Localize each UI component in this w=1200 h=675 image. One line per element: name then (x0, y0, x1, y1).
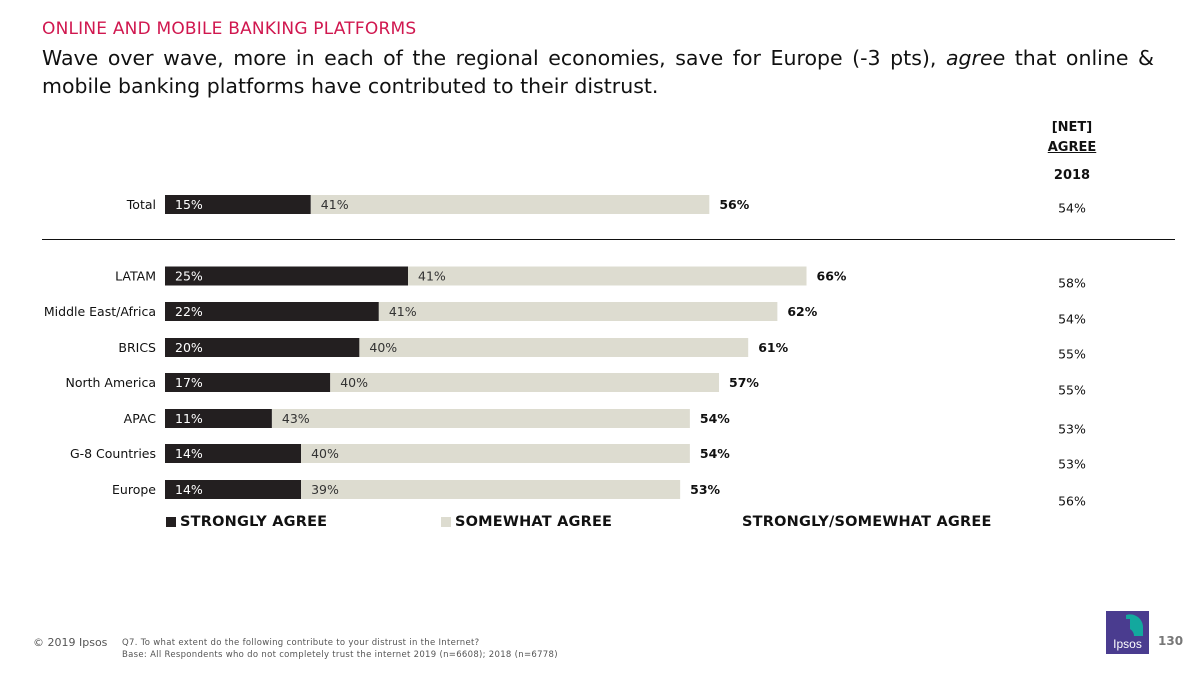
label-strongly-total: 15% (175, 197, 203, 212)
label-total-north-america: 57% (729, 375, 759, 390)
footnote-base: Base: All Respondents who do not complet… (122, 650, 558, 660)
label-somewhat-north-america: 40% (340, 375, 368, 390)
category-label-latam: LATAM (115, 269, 156, 284)
category-label-north-america: North America (66, 375, 157, 390)
net-2018-europe: 56% (1058, 494, 1086, 509)
category-label-europe: Europe (112, 482, 156, 497)
label-somewhat-latam: 41% (418, 269, 446, 284)
net-2018-north-america: 55% (1058, 383, 1086, 398)
headline-text-1: Wave over wave, more in each of the regi… (42, 46, 946, 70)
page-number: 130 (1158, 634, 1184, 648)
copyright: © 2019 Ipsos (33, 636, 108, 649)
label-total-brics: 61% (758, 340, 788, 355)
footnote-question: Q7. To what extent do the following cont… (122, 638, 480, 648)
net-2018-latam: 58% (1058, 276, 1086, 291)
label-strongly-g-8-countries: 14% (175, 446, 203, 461)
headline-emphasis: agree (945, 46, 1006, 70)
category-label-g-8-countries: G-8 Countries (70, 446, 156, 461)
bar-strongly-total (165, 195, 311, 214)
legend-strongly-agree: STRONGLY AGREE (166, 514, 327, 530)
bar-strongly-middle-east-africa (165, 302, 379, 321)
legend-label-strongly: STRONGLY AGREE (180, 514, 328, 530)
label-strongly-latam: 25% (175, 269, 203, 284)
slide-headline: Wave over wave, more in each of the regi… (42, 44, 1154, 100)
category-label-brics: BRICS (118, 340, 156, 355)
legend-label-total: STRONGLY/SOMEWHAT AGREE (742, 514, 992, 530)
bar-strongly-europe (165, 480, 302, 499)
slide-kicker: ONLINE AND MOBILE BANKING PLATFORMS (42, 19, 417, 39)
category-label-middle-east-africa: Middle East/Africa (44, 304, 156, 319)
bar-somewhat-total (310, 195, 710, 214)
legend-total-agree: STRONGLY/SOMEWHAT AGREE (742, 514, 992, 530)
legend-swatch-somewhat (441, 517, 451, 527)
label-strongly-north-america: 17% (175, 375, 203, 390)
label-somewhat-total: 41% (321, 197, 349, 212)
label-somewhat-g-8-countries: 40% (311, 446, 339, 461)
label-strongly-europe: 14% (175, 482, 203, 497)
category-label-total: Total (126, 197, 156, 212)
net-2018-g-8-countries: 53% (1058, 457, 1086, 472)
label-strongly-apac: 11% (175, 411, 203, 426)
label-total-latam: 66% (817, 269, 847, 284)
bar-somewhat-latam (408, 266, 807, 286)
legend-somewhat-agree: SOMEWHAT AGREE (441, 514, 612, 530)
net-header-year: 2018 (1053, 168, 1091, 183)
legend-label-somewhat: SOMEWHAT AGREE (455, 514, 613, 530)
net-2018-middle-east-africa: 54% (1058, 312, 1086, 327)
net-2018-apac: 53% (1058, 422, 1086, 437)
bar-strongly-north-america (165, 373, 331, 392)
logo-text: Ipsos (1113, 637, 1142, 651)
bar-somewhat-brics (359, 338, 749, 357)
net-2018-brics: 55% (1058, 347, 1086, 362)
bar-somewhat-apac (271, 409, 690, 428)
label-total-europe: 53% (690, 482, 720, 497)
label-total-total: 56% (719, 197, 749, 212)
label-total-middle-east-africa: 62% (787, 304, 817, 319)
bar-strongly-brics (165, 338, 360, 357)
label-somewhat-brics: 40% (369, 340, 397, 355)
ipsos-logo: Ipsos (1106, 611, 1149, 654)
legend-swatch-strongly (166, 517, 176, 527)
net-header-line1: [NET] (1051, 120, 1093, 135)
category-label-apac: APAC (124, 411, 157, 426)
label-somewhat-middle-east-africa: 41% (389, 304, 417, 319)
label-somewhat-apac: 43% (282, 411, 310, 426)
bar-strongly-apac (165, 409, 272, 428)
logo-bar (1125, 619, 1130, 638)
label-strongly-middle-east-africa: 22% (175, 304, 203, 319)
bar-somewhat-europe (301, 480, 681, 499)
bar-strongly-g-8-countries (165, 444, 302, 463)
bar-somewhat-north-america (330, 373, 720, 392)
net-2018-total: 54% (1058, 201, 1086, 216)
label-somewhat-europe: 39% (311, 482, 339, 497)
net-header-line2: AGREE (1047, 140, 1097, 155)
bar-strongly-latam (165, 266, 408, 286)
label-total-g-8-countries: 54% (700, 446, 730, 461)
bar-somewhat-middle-east-africa (378, 302, 778, 321)
bar-somewhat-g-8-countries (301, 444, 690, 463)
headline-text-2: that online & mobile banking platforms h… (42, 46, 1154, 98)
footnote: Q7. To what extent do the following cont… (122, 637, 558, 661)
label-strongly-brics: 20% (175, 340, 203, 355)
label-total-apac: 54% (700, 411, 730, 426)
logo-swoosh (1126, 614, 1144, 636)
